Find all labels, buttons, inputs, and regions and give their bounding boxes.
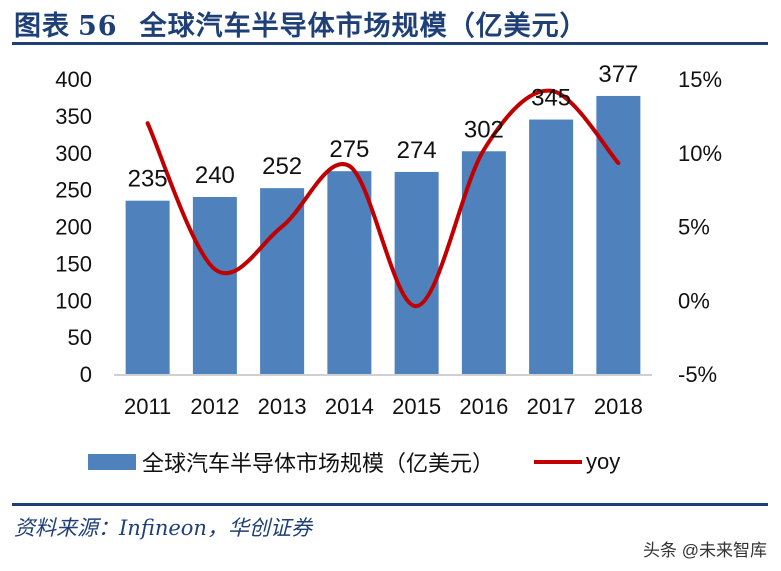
- bar-data-label: 274: [397, 137, 437, 164]
- y-right-tick: 10%: [678, 141, 722, 166]
- bar: [125, 200, 170, 374]
- legend: 全球汽车半导体市场规模（亿美元） yoy: [88, 446, 620, 478]
- y-right-tick: 0%: [678, 288, 710, 313]
- bar: [327, 171, 372, 374]
- legend-bar-label: 全球汽车半导体市场规模（亿美元）: [142, 451, 495, 476]
- y-right-tick: 15%: [678, 67, 722, 92]
- y-left-tick: 350: [55, 104, 92, 129]
- bar: [529, 119, 574, 374]
- bar-data-label: 345: [531, 85, 571, 112]
- y-left-tick: 400: [55, 67, 92, 92]
- x-tick: 2014: [325, 394, 374, 419]
- x-tick: 2012: [190, 394, 239, 419]
- figure-label: 图表: [14, 11, 70, 42]
- y-left-tick: 0: [80, 362, 92, 387]
- x-tick: 2011: [124, 394, 171, 419]
- y-left-tick: 300: [55, 141, 92, 166]
- title-divider: [12, 42, 768, 45]
- y-left-tick: 100: [55, 288, 92, 313]
- footer-divider: [12, 503, 768, 506]
- chart: 0 50 100 150 200 250 300 350 400 -5% 0% 5% 10% 15% 201…: [55, 61, 722, 419]
- x-tick: 2016: [459, 394, 508, 419]
- yoy-line: [145, 88, 621, 309]
- bar-data-label: 302: [464, 116, 504, 143]
- y-left-tick: 50: [68, 325, 92, 350]
- x-tick: 2013: [258, 394, 307, 419]
- bar-data-label: 252: [262, 153, 302, 180]
- bar: [394, 171, 439, 374]
- bar: [260, 188, 305, 374]
- x-tick: 2018: [594, 394, 643, 419]
- chart-title: 全球汽车半导体市场规模（亿美元）: [139, 11, 588, 42]
- bar: [192, 197, 237, 374]
- bar-data-label: 275: [329, 136, 369, 163]
- legend-bar-swatch: [88, 454, 136, 470]
- source-note: 资料来源：Infineon，华创证券: [14, 516, 312, 540]
- y-left-tick: 200: [55, 215, 92, 240]
- legend-line-label: yoy: [586, 449, 621, 474]
- bar-data-label: 240: [195, 162, 235, 189]
- bar-data-label: 235: [128, 166, 168, 193]
- y-left-tick: 150: [55, 251, 92, 276]
- bar: [596, 95, 641, 375]
- y-right-tick: -5%: [678, 362, 717, 387]
- watermark: 头条 @未来智库: [643, 541, 767, 560]
- legend-line-swatch: [534, 460, 583, 464]
- figure-number: 56: [78, 11, 118, 42]
- figure-title: 图表 56 全球汽车半导体市场规模（亿美元）: [14, 4, 588, 43]
- y-right-tick: 5%: [678, 215, 710, 240]
- x-tick: 2015: [392, 394, 441, 419]
- x-tick: 2017: [527, 394, 576, 419]
- bar-data-label: 377: [598, 61, 638, 88]
- y-left-tick: 250: [55, 178, 92, 203]
